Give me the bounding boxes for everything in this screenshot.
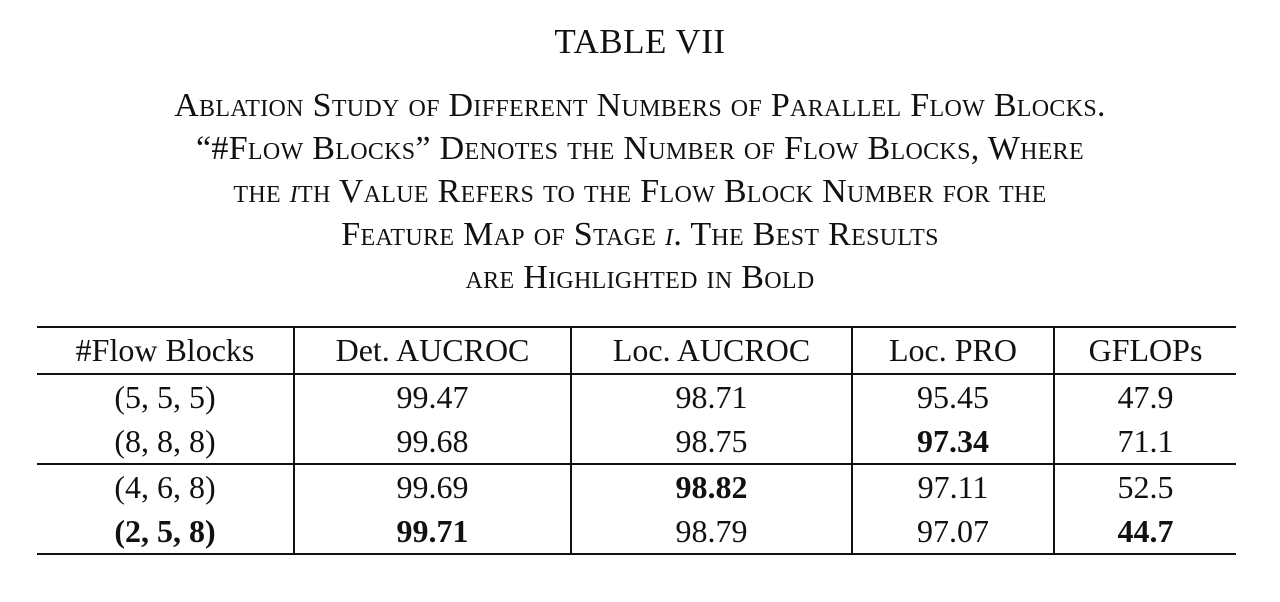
table-cell: 52.5	[1117, 468, 1174, 505]
table-cell: 71.1	[1054, 419, 1236, 465]
ablation-table: #Flow Blocks Det. AUCROC Loc. AUCROC Loc…	[37, 326, 1236, 555]
table-cell: (8, 8, 8)	[37, 419, 295, 465]
table-header-row: #Flow Blocks Det. AUCROC Loc. AUCROC Loc…	[37, 327, 1236, 375]
table-cell: (2, 5, 8)	[37, 509, 295, 555]
table-row: (4, 6, 8) 99.69 98.82 97.11 52.5	[37, 464, 1236, 509]
header-cell: Det. AUCROC	[294, 327, 572, 375]
table-cell: 99.71	[294, 509, 572, 555]
table-row: (2, 5, 8) 99.71 98.79 97.07 44.7	[37, 509, 1236, 555]
table-cell: 97.11	[852, 464, 1055, 509]
caption-line: Ablation Study of Different Numbers of P…	[174, 87, 1106, 124]
table-cell: 98.82	[571, 464, 853, 509]
table-cell: 47.9	[1117, 378, 1174, 415]
caption-line: the ith Value Refers to the Flow Block N…	[233, 173, 1047, 210]
table-row: (8, 8, 8) 99.68 98.75 97.34 71.1	[37, 419, 1236, 465]
header-cell: GFLOPs	[1054, 327, 1236, 375]
table-cell: 97.34	[852, 419, 1055, 465]
table-cell: 97.07	[852, 509, 1055, 555]
table-caption: Ablation Study of Different Numbers of P…	[0, 84, 1280, 299]
table-cell: 99.68	[294, 419, 572, 465]
header-cell: #Flow Blocks	[37, 327, 295, 375]
caption-line: are Highlighted in Bold	[465, 259, 815, 296]
table-cell: 98.79	[571, 509, 853, 555]
table-cell: (5, 5, 5)	[37, 374, 295, 419]
header-cell: Loc. AUCROC	[571, 327, 853, 375]
table-cell: 99.69	[294, 464, 572, 509]
table-cell: (4, 6, 8)	[37, 464, 295, 509]
table-cell: 98.75	[571, 419, 853, 465]
table-label: TABLE VII	[554, 22, 726, 61]
caption-line: Feature Map of Stage i. The Best Results	[341, 216, 939, 253]
table-cell: 98.71	[571, 374, 853, 419]
table-cell: 95.45	[852, 374, 1055, 419]
caption-line: “#Flow Blocks” Denotes the Number of Flo…	[196, 130, 1084, 167]
table-cell: 44.7	[1054, 509, 1236, 555]
header-cell: Loc. PRO	[852, 327, 1055, 375]
table-cell: 99.47	[294, 374, 572, 419]
table-row: (5, 5, 5) 99.47 98.71 95.45 47.9	[37, 374, 1236, 419]
